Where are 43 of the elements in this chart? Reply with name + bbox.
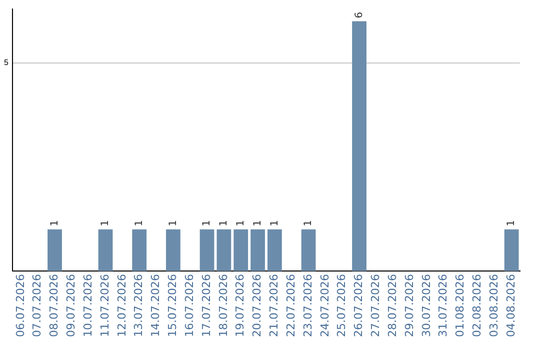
- x-tick-label: 18.07.2026: [216, 274, 230, 338]
- x-tick-label: 16.07.2026: [182, 274, 196, 338]
- x-tick-label: 08.07.2026: [48, 274, 61, 338]
- data-label: 6: [354, 12, 365, 18]
- x-tick-label: 13.07.2026: [132, 274, 146, 338]
- data-label: 1: [49, 220, 60, 226]
- data-label: 1: [202, 220, 213, 226]
- y-tick-label: 5: [4, 58, 9, 68]
- x-tick-label: 27.07.2026: [369, 274, 382, 338]
- x-tick-label: 20.07.2026: [250, 274, 264, 338]
- x-tick-label: 19.07.2026: [234, 274, 247, 338]
- x-tick-label: 22.07.2026: [284, 274, 298, 338]
- x-tick-label: 31.07.2026: [436, 274, 450, 338]
- x-tick-label: 15.07.2026: [166, 274, 180, 338]
- x-tick-label: 01.08.2026: [454, 274, 467, 338]
- x-tick-label: 12.07.2026: [115, 274, 128, 338]
- data-label: 1: [134, 220, 145, 226]
- x-tick-label: 28.07.2026: [386, 274, 399, 338]
- data-label: 1: [303, 220, 314, 226]
- x-tick-label: 17.07.2026: [200, 274, 213, 338]
- x-tick-label: 06.07.2026: [14, 274, 27, 338]
- data-label: 1: [506, 220, 518, 226]
- x-tick-label: 30.07.2026: [420, 274, 433, 338]
- data-label: 1: [269, 220, 280, 226]
- x-tick-label: 25.07.2026: [335, 274, 348, 338]
- x-tick-label: 14.07.2026: [149, 274, 162, 338]
- x-tick-label: 09.07.2026: [64, 274, 78, 338]
- x-tick-label: 10.07.2026: [81, 274, 94, 338]
- x-tick-label: 11.07.2026: [98, 274, 112, 338]
- data-label: 1: [235, 220, 246, 226]
- data-label: 1: [100, 220, 112, 226]
- x-tick-label: 07.07.2026: [30, 274, 44, 338]
- x-tick-label: 24.07.2026: [318, 274, 332, 338]
- data-label: 1: [218, 220, 230, 226]
- x-tick-label: 03.08.2026: [487, 274, 500, 338]
- x-tick-label: 23.07.2026: [301, 274, 314, 338]
- data-label: 1: [168, 220, 179, 226]
- x-tick-label: 02.08.2026: [470, 274, 484, 338]
- x-tick-label: 29.07.2026: [402, 274, 416, 338]
- x-tick-label: 04.08.2026: [504, 274, 518, 338]
- x-tick-label: 21.07.2026: [268, 274, 281, 338]
- data-label: 1: [252, 220, 264, 226]
- x-tick-label: 26.07.2026: [352, 274, 366, 338]
